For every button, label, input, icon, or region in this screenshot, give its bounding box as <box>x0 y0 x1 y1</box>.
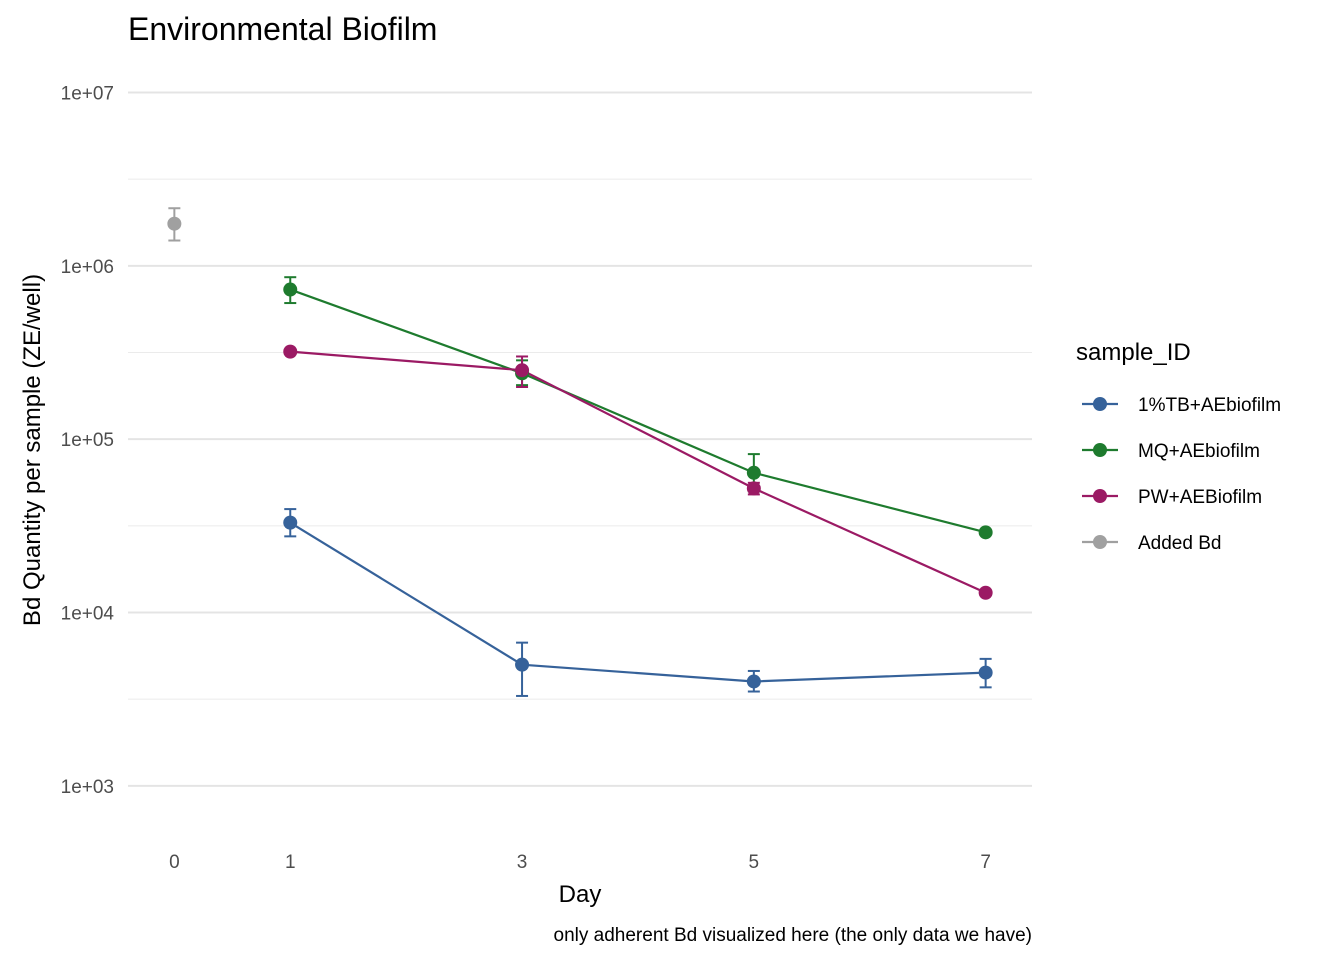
y-tick-label: 1e+07 <box>61 84 114 105</box>
series-line <box>289 288 986 534</box>
x-axis-title: Day <box>559 881 602 908</box>
data-point <box>978 585 993 600</box>
x-tick-label: 1 <box>285 852 296 873</box>
legend-key-point <box>1093 489 1107 503</box>
data-point <box>746 465 761 480</box>
data-point <box>746 674 761 689</box>
series-line <box>290 350 987 594</box>
legend-key-point <box>1093 535 1107 549</box>
gridlines <box>128 91 1032 787</box>
x-tick-label: 0 <box>169 852 180 873</box>
legend-key-point <box>1093 397 1107 411</box>
x-tick-label: 3 <box>517 852 528 873</box>
legend-label: PW+AEBiofilm <box>1138 487 1262 508</box>
series-lines <box>289 288 987 683</box>
data-point <box>978 525 993 540</box>
legend-key-point <box>1093 443 1107 457</box>
data-point <box>515 657 530 672</box>
data-point <box>515 363 530 378</box>
chart-caption: only adherent Bd visualized here (the on… <box>554 925 1032 946</box>
legend-label: Added Bd <box>1138 533 1221 554</box>
data-point <box>283 515 298 530</box>
chart-title: Environmental Biofilm <box>128 11 437 47</box>
data-point <box>167 216 182 231</box>
y-tick-label: 1e+04 <box>61 603 115 624</box>
legend-label: MQ+AEbiofilm <box>1138 441 1260 462</box>
error-bars <box>168 207 992 697</box>
x-tick-labels: 0 1 3 5 7 <box>169 852 991 873</box>
x-tick-label: 7 <box>980 852 991 873</box>
y-tick-labels: 1e+03 1e+04 1e+05 1e+06 1e+07 <box>61 84 115 798</box>
data-point <box>746 481 761 496</box>
legend-label: 1%TB+AEbiofilm <box>1138 395 1281 416</box>
data-point <box>283 344 298 359</box>
y-tick-label: 1e+06 <box>61 257 114 278</box>
data-point <box>283 282 298 297</box>
series-line <box>289 521 986 683</box>
y-tick-label: 1e+05 <box>61 430 114 451</box>
data-point <box>978 665 993 680</box>
y-tick-label: 1e+03 <box>61 777 114 798</box>
legend: sample_ID 1%TB+AEbiofilm MQ+AEbiofilm PW+A… <box>1076 339 1281 554</box>
x-tick-label: 5 <box>749 852 760 873</box>
legend-title: sample_ID <box>1076 339 1191 366</box>
y-axis-title: Bd Quantity per sample (ZE/well) <box>19 274 46 626</box>
data-points <box>167 216 993 689</box>
